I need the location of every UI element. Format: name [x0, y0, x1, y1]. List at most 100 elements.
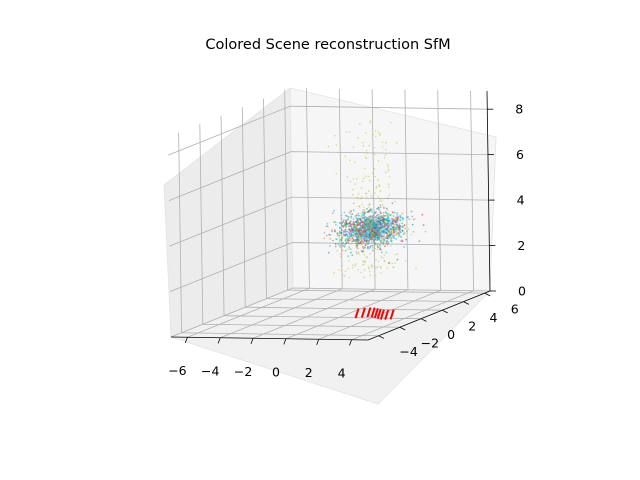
outlier-point [344, 275, 346, 277]
scene-point [382, 218, 384, 221]
scene-point [347, 225, 350, 228]
scene-point [381, 224, 384, 227]
outlier-point [388, 213, 390, 215]
scene-point [350, 235, 353, 238]
outlier-point [363, 276, 365, 279]
outlier-point [380, 256, 383, 259]
scene-point [380, 231, 383, 233]
outlier-point [388, 194, 391, 196]
outlier-point [386, 163, 389, 165]
scene-point [386, 197, 389, 200]
outlier-point [377, 248, 379, 251]
outlier-point [361, 225, 363, 227]
scene-point [351, 213, 354, 216]
scene-point [350, 233, 353, 236]
scene-point [323, 231, 326, 234]
outlier-point [354, 264, 357, 267]
y-tick-0 [378, 335, 385, 339]
scene-point [392, 222, 394, 225]
outlier-point [415, 267, 417, 270]
scene-point [353, 235, 355, 237]
outlier-point [363, 247, 366, 249]
scene-point [332, 239, 334, 242]
outlier-point [362, 211, 365, 214]
scene-point [387, 217, 389, 220]
scene-point [342, 219, 345, 222]
scene-point [358, 223, 361, 226]
scene-point [346, 230, 348, 233]
scene-point [375, 235, 378, 238]
scene-point [383, 228, 385, 231]
scene-point [397, 228, 400, 230]
outlier-point [345, 240, 347, 243]
scene-point [360, 215, 363, 218]
z-tick-label-4: 8 [515, 102, 523, 117]
camera-arrow [360, 307, 366, 318]
scene-point [392, 230, 395, 233]
outlier-point [379, 133, 382, 135]
outlier-point [390, 244, 392, 247]
scene-point [347, 218, 350, 221]
outlier-point [361, 141, 364, 144]
outlier-point [351, 266, 354, 269]
outlier-point [369, 270, 371, 273]
outlier-point [360, 187, 363, 189]
outlier-point [375, 187, 378, 189]
outlier-point [361, 203, 364, 206]
scene-point [331, 230, 333, 233]
scene-point [380, 235, 383, 238]
scene-point [363, 224, 366, 227]
scene-point [391, 202, 394, 205]
outlier-point [375, 259, 377, 261]
scene-point [377, 207, 380, 210]
scene-point [338, 230, 341, 233]
scene-point [357, 233, 360, 236]
scene-point [401, 212, 404, 215]
scene-point [385, 251, 388, 254]
outlier-point [373, 167, 376, 170]
scene-point [367, 239, 370, 242]
scene-point [357, 212, 360, 215]
scene-point [394, 231, 397, 233]
scene-point [385, 229, 388, 232]
scene-point [352, 202, 355, 205]
scene-point [383, 225, 386, 227]
scene-point [395, 238, 398, 240]
outlier-point [368, 267, 370, 270]
scene-point [369, 217, 372, 220]
scene-point [385, 225, 388, 228]
scene-point [379, 223, 381, 226]
camera-arrow [366, 307, 372, 318]
outlier-point [361, 264, 364, 266]
scene-point [379, 221, 381, 224]
scene-point [345, 223, 347, 226]
scene-point [366, 234, 368, 237]
outlier-point [336, 250, 339, 252]
camera-arrow [379, 309, 385, 320]
scene-point [347, 238, 350, 241]
outlier-point [369, 274, 372, 277]
scene-point [380, 248, 382, 251]
scene-point [391, 211, 394, 214]
scene-point [350, 216, 353, 219]
scene-point [421, 213, 424, 216]
scene-point [355, 252, 358, 255]
outlier-point [387, 233, 390, 236]
camera-pose-arrows [354, 307, 395, 320]
scene-point [379, 220, 381, 222]
scene-point [370, 233, 373, 236]
outlier-point [365, 149, 368, 152]
outlier-point [380, 272, 382, 274]
axes-panes [163, 87, 497, 405]
outlier-point [335, 172, 338, 175]
outlier-point [355, 250, 357, 253]
outlier-point [387, 168, 390, 171]
outlier-point [379, 200, 381, 202]
x-tick-3 [283, 338, 287, 345]
scene-point [362, 216, 364, 219]
outlier-point [356, 197, 359, 199]
scene-point [406, 230, 408, 233]
scene-point [346, 238, 348, 240]
outlier-point [364, 167, 366, 170]
